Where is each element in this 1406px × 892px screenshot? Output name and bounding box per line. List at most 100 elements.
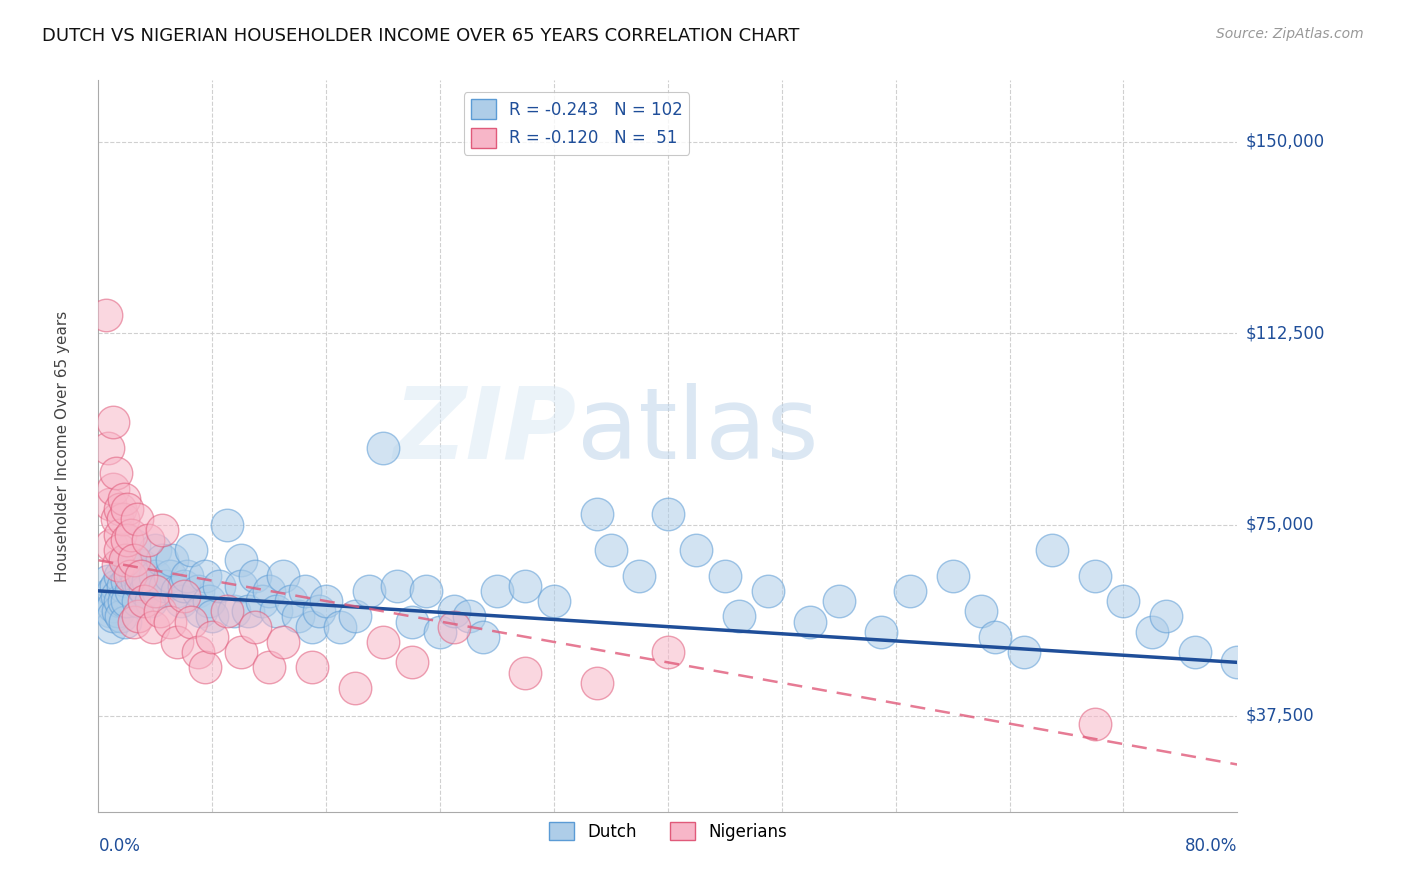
Point xyxy=(273,635,295,649)
Point xyxy=(401,656,423,670)
Point xyxy=(301,619,323,633)
Point xyxy=(94,308,117,322)
Point xyxy=(98,497,121,511)
Point xyxy=(100,619,122,633)
Text: $112,500: $112,500 xyxy=(1246,324,1326,342)
Point xyxy=(229,645,252,659)
Point xyxy=(187,645,209,659)
Point xyxy=(100,538,122,552)
Point xyxy=(1084,568,1107,582)
Point xyxy=(266,604,288,618)
Point xyxy=(129,558,152,573)
Point xyxy=(515,665,537,680)
Point xyxy=(315,594,337,608)
Point xyxy=(229,553,252,567)
Point xyxy=(94,589,117,603)
Point xyxy=(129,568,152,582)
Point xyxy=(222,604,245,618)
Point xyxy=(166,583,188,598)
Point xyxy=(155,579,177,593)
Point xyxy=(415,583,437,598)
Point xyxy=(515,579,537,593)
Point xyxy=(1084,716,1107,731)
Point xyxy=(373,635,395,649)
Point xyxy=(373,441,395,455)
Point xyxy=(101,482,124,496)
Point xyxy=(173,589,195,603)
Point xyxy=(101,609,124,624)
Point xyxy=(108,502,131,516)
Point xyxy=(443,604,465,618)
Point xyxy=(1184,645,1206,659)
Text: Householder Income Over 65 years: Householder Income Over 65 years xyxy=(55,310,70,582)
Point xyxy=(132,568,155,582)
Point xyxy=(243,568,266,582)
Point xyxy=(115,553,138,567)
Point xyxy=(984,630,1007,644)
Point xyxy=(250,594,273,608)
Point xyxy=(122,538,145,552)
Point xyxy=(387,579,409,593)
Point xyxy=(828,594,851,608)
Point xyxy=(159,568,181,582)
Point xyxy=(108,594,131,608)
Point xyxy=(107,558,129,573)
Point xyxy=(127,594,149,608)
Point xyxy=(201,609,224,624)
Point xyxy=(585,675,607,690)
Point xyxy=(685,543,707,558)
Text: $150,000: $150,000 xyxy=(1246,133,1324,151)
Point xyxy=(215,604,238,618)
Point xyxy=(122,615,145,629)
Point xyxy=(112,491,135,506)
Text: ZIP: ZIP xyxy=(394,383,576,480)
Point xyxy=(180,615,202,629)
Point xyxy=(149,604,172,618)
Point xyxy=(111,512,134,526)
Point xyxy=(114,615,136,629)
Point xyxy=(148,583,170,598)
Point xyxy=(657,508,679,522)
Point xyxy=(97,574,120,588)
Point xyxy=(898,583,921,598)
Point xyxy=(120,527,142,541)
Point xyxy=(401,615,423,629)
Point xyxy=(115,574,138,588)
Text: 80.0%: 80.0% xyxy=(1185,838,1237,855)
Point xyxy=(970,604,993,618)
Point xyxy=(101,599,124,614)
Point xyxy=(129,579,152,593)
Point xyxy=(166,635,188,649)
Point xyxy=(101,416,124,430)
Point xyxy=(104,579,127,593)
Point xyxy=(136,574,159,588)
Point xyxy=(215,517,238,532)
Point xyxy=(105,589,128,603)
Point xyxy=(108,568,131,582)
Point xyxy=(122,553,145,567)
Point xyxy=(259,660,281,674)
Text: 0.0%: 0.0% xyxy=(98,838,141,855)
Point xyxy=(1012,645,1035,659)
Point xyxy=(115,502,138,516)
Point xyxy=(115,594,138,608)
Point xyxy=(799,615,821,629)
Point xyxy=(105,512,128,526)
Point xyxy=(180,543,202,558)
Point xyxy=(198,594,221,608)
Point xyxy=(714,568,737,582)
Point xyxy=(273,568,295,582)
Point xyxy=(229,579,252,593)
Point xyxy=(471,630,494,644)
Point xyxy=(287,609,309,624)
Point xyxy=(190,604,212,618)
Point xyxy=(756,583,779,598)
Legend: Dutch, Nigerians: Dutch, Nigerians xyxy=(543,816,793,847)
Point xyxy=(98,604,121,618)
Point xyxy=(1040,543,1063,558)
Point xyxy=(208,579,231,593)
Point xyxy=(159,615,181,629)
Point xyxy=(176,568,198,582)
Point xyxy=(122,564,145,578)
Point xyxy=(1140,624,1163,639)
